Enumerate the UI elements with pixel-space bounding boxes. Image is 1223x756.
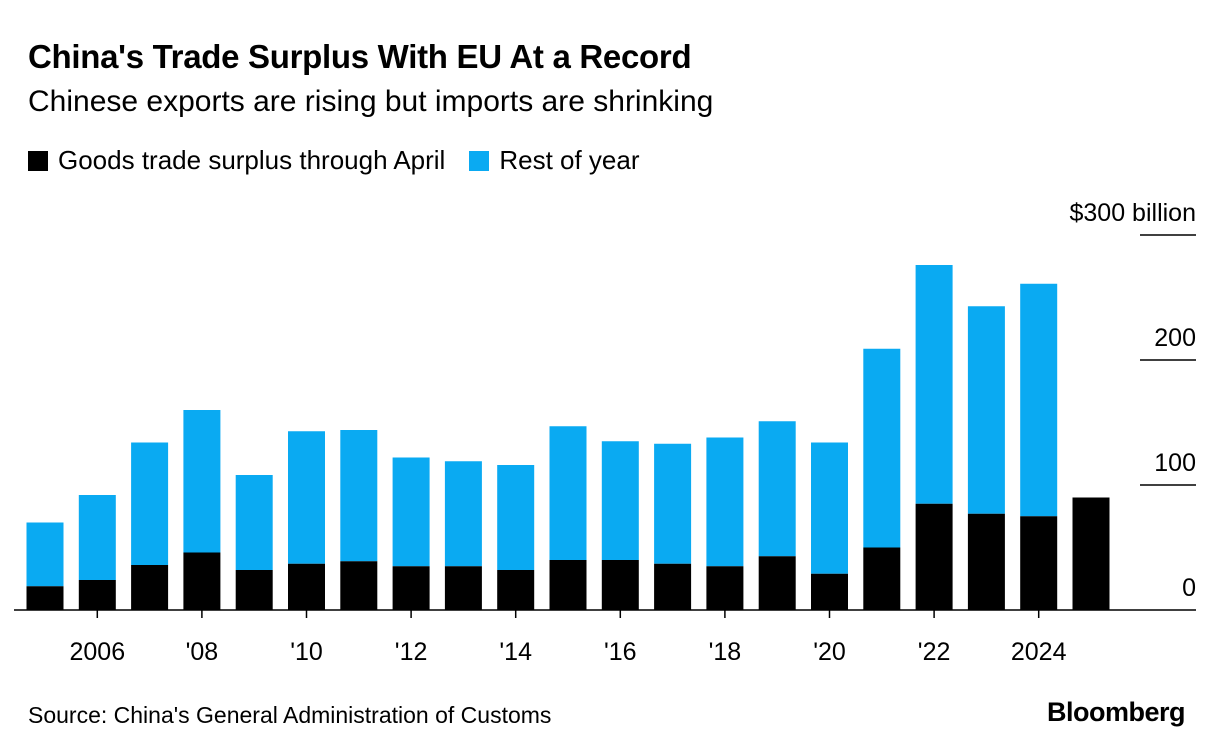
bar-through-april-2012 [392, 566, 430, 610]
bar-rest-of-year-2022 [915, 265, 953, 504]
bar-rest-of-year-2024 [1020, 283, 1058, 517]
x-tick-label: '22 [918, 638, 951, 666]
y-tick-label: 0 [1182, 574, 1196, 602]
x-tick-label: 2006 [69, 638, 125, 666]
bar-rest-of-year-2009 [235, 475, 273, 570]
x-tick-label: '14 [499, 638, 532, 666]
bar-through-april-2017 [654, 563, 692, 610]
x-tick-label: '12 [395, 638, 428, 666]
bar-through-april-2006 [78, 580, 116, 610]
bar-rest-of-year-2018 [706, 437, 744, 567]
bar-through-april-2005 [26, 586, 64, 610]
legend-item-through-april: Goods trade surplus through April [28, 145, 445, 176]
bar-through-april-2015 [549, 560, 587, 610]
bar-through-april-2022 [915, 503, 953, 610]
bar-rest-of-year-2016 [601, 441, 639, 560]
bar-through-april-2018 [706, 566, 744, 610]
source-note: Source: China's General Administration o… [28, 702, 552, 728]
legend: Goods trade surplus through April Rest o… [28, 145, 664, 176]
bar-rest-of-year-2014 [497, 465, 535, 570]
bar-rest-of-year-2012 [392, 457, 430, 567]
bar-rest-of-year-2023 [967, 306, 1005, 514]
y-tick-label: 100 [1154, 449, 1196, 477]
x-tick-label: '08 [186, 638, 219, 666]
bar-rest-of-year-2013 [444, 461, 482, 567]
y-tick-label: $300 billion [1070, 199, 1197, 227]
bar-rest-of-year-2007 [131, 442, 169, 565]
chart-title: China's Trade Surplus With EU At a Recor… [28, 38, 692, 75]
bar-through-april-2007 [131, 565, 169, 610]
legend-swatch-blue [469, 150, 490, 171]
bar-rest-of-year-2008 [183, 410, 221, 553]
chart-subtitle: Chinese exports are rising but imports a… [28, 85, 714, 118]
bar-through-april-2013 [444, 566, 482, 610]
bar-rest-of-year-2015 [549, 426, 587, 560]
x-tick-label: '16 [604, 638, 637, 666]
bar-through-april-2011 [340, 561, 378, 610]
bar-through-april-2014 [497, 570, 535, 610]
bar-through-april-2023 [967, 513, 1005, 610]
legend-label: Rest of year [499, 145, 640, 175]
bar-rest-of-year-2017 [654, 443, 692, 564]
legend-item-rest-of-year: Rest of year [469, 145, 640, 176]
bar-through-april-2016 [601, 560, 639, 610]
bar-through-april-2021 [863, 547, 901, 610]
bar-rest-of-year-2006 [78, 495, 116, 580]
legend-label: Goods trade surplus through April [58, 145, 446, 175]
bar-through-april-2025 [1072, 497, 1110, 610]
bar-through-april-2008 [183, 552, 221, 610]
bar-through-april-2009 [235, 570, 273, 610]
bar-rest-of-year-2019 [758, 421, 796, 557]
bar-through-april-2024 [1020, 516, 1058, 610]
bar-rest-of-year-2011 [340, 430, 378, 562]
x-tick-label: 2024 [1011, 638, 1067, 666]
bar-through-april-2010 [288, 563, 325, 610]
legend-swatch-black [28, 150, 48, 171]
bar-rest-of-year-2005 [26, 522, 64, 587]
x-tick-label: '20 [813, 638, 846, 666]
bar-through-april-2020 [811, 573, 848, 610]
bar-rest-of-year-2020 [811, 442, 848, 574]
bar-rest-of-year-2021 [863, 348, 901, 548]
bar-through-april-2019 [758, 556, 796, 610]
x-tick-label: '10 [290, 638, 323, 666]
bar-rest-of-year-2010 [288, 431, 325, 564]
bloomberg-logo: Bloomberg [1046, 697, 1186, 727]
y-tick-label: 200 [1154, 324, 1196, 352]
x-tick-label: '18 [709, 638, 742, 666]
